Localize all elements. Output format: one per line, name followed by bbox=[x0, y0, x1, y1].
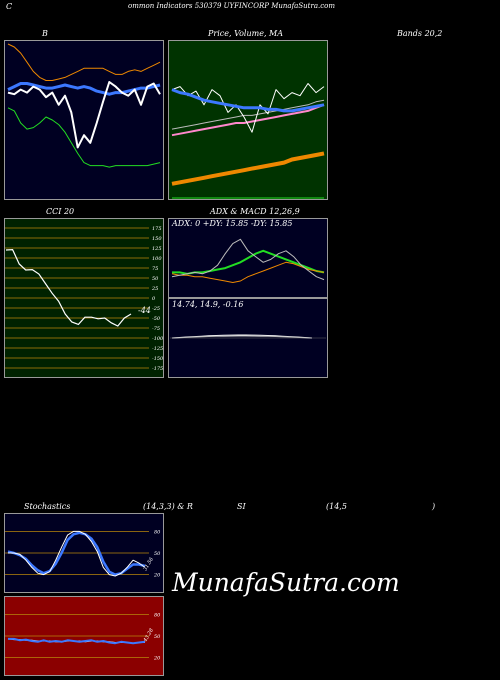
panel-background bbox=[168, 40, 328, 200]
cci-panel: 175 150 125 100 75 50 25 0 -25 -50 -75 -100 -125 -150… bbox=[4, 218, 164, 378]
cci-tick-label: -50 bbox=[152, 316, 161, 322]
cci-tick-label: -150 bbox=[152, 356, 164, 362]
label-rsi-si: SI bbox=[237, 502, 246, 511]
cci-tick-label: 75 bbox=[152, 266, 158, 272]
adx-adx-line bbox=[171, 238, 325, 281]
bollinger-upper-line bbox=[7, 107, 161, 168]
label-bands: Bands 20,2 bbox=[397, 29, 443, 38]
rsi-line bbox=[8, 637, 146, 645]
cci-tick-label: -125 bbox=[152, 346, 163, 352]
cci-line bbox=[5, 248, 132, 327]
bollinger-panel bbox=[4, 40, 164, 200]
label-rsi-params: (14,5 bbox=[326, 502, 347, 511]
price-ma_mid-line bbox=[171, 103, 325, 137]
label-stoch-params: (14,3,3) & R bbox=[143, 502, 193, 511]
macd-signal-line bbox=[171, 335, 313, 339]
cci-tick-label: 0 bbox=[152, 296, 156, 302]
label-rsi-close: ) bbox=[432, 502, 436, 511]
stoch-tick-label: 80 bbox=[154, 529, 161, 535]
header-title: ommon Indicators 530379 UYFINCORP Munafa… bbox=[128, 2, 335, 10]
macd-values-text: 14.74, 14.9, -0.16 bbox=[172, 300, 244, 309]
cci-tick-label: 100 bbox=[152, 256, 162, 262]
cci-tick-label: -100 bbox=[152, 336, 164, 342]
price-price-line bbox=[171, 83, 325, 133]
cci-tick-label: -175 bbox=[152, 366, 163, 372]
cci-tick-label: 125 bbox=[152, 246, 162, 252]
cci-last-label: -44 bbox=[138, 306, 151, 315]
watermark: MunafaSutra.com bbox=[172, 568, 400, 597]
bollinger-lower-line bbox=[7, 43, 161, 81]
cci-tick-label: 25 bbox=[151, 286, 158, 292]
cci-tick-label: 50 bbox=[152, 276, 159, 282]
stoch-k-line bbox=[8, 530, 146, 577]
adx-minus_dy-line bbox=[171, 261, 325, 283]
cci-tick-label: 150 bbox=[152, 236, 162, 242]
label-price-volume-ma: Price, Volume, MA bbox=[208, 29, 284, 38]
rsi-tick-label: 80 bbox=[154, 612, 161, 618]
price-ma_short-line bbox=[171, 99, 325, 130]
macd-panel bbox=[168, 298, 328, 378]
price-ma_blue-line bbox=[171, 88, 325, 113]
price-ma-panel bbox=[168, 40, 328, 200]
label-adx-macd: ADX & MACD 12,26,9 bbox=[210, 207, 300, 216]
bollinger-price-line bbox=[7, 81, 161, 149]
label-cci: CCI 20 bbox=[46, 207, 75, 216]
stoch-tick-label: 20 bbox=[153, 573, 161, 579]
label-stochastics: Stochastics bbox=[24, 502, 71, 511]
panel-background bbox=[4, 40, 164, 200]
stoch-tick-label: 50 bbox=[154, 551, 161, 557]
price-ma_long-line bbox=[171, 151, 325, 186]
cci-tick-label: 175 bbox=[152, 226, 162, 232]
cci-tick-label: -25 bbox=[152, 306, 160, 312]
label-b: B bbox=[42, 29, 48, 38]
cci-tick-label: -75 bbox=[152, 326, 160, 332]
adx-values-text: ADX: 0 +DY: 15.85 -DY: 15.85 bbox=[172, 219, 293, 228]
rsi-tick-label: 20 bbox=[153, 656, 161, 662]
adx-panel bbox=[168, 218, 328, 298]
rsi-tick-label: 50 bbox=[154, 634, 161, 640]
header-c: C bbox=[6, 2, 13, 11]
